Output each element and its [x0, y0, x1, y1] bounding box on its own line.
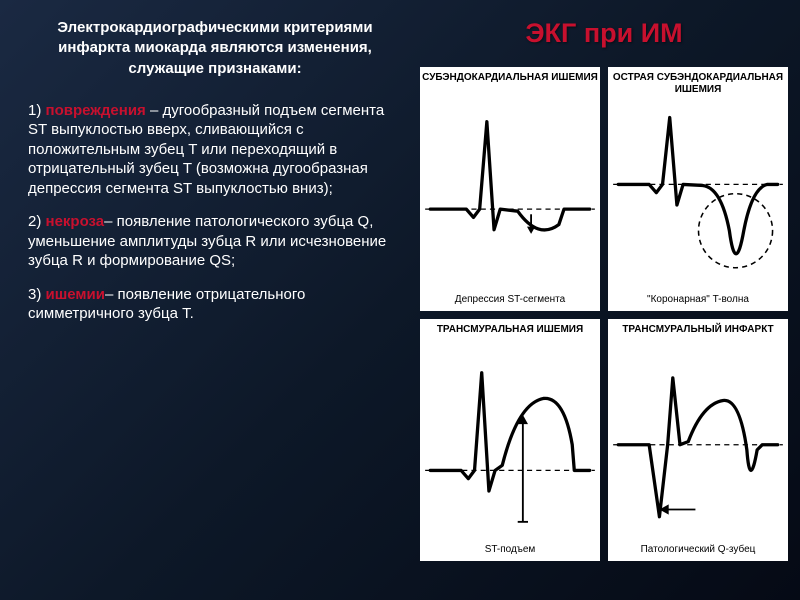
panel-foot: "Коронарная" T-волна [608, 292, 788, 311]
panel-head: ТРАНСМУРАЛЬНАЯ ИШЕМИЯ [420, 319, 600, 347]
criterion-number: 1) [28, 102, 46, 119]
criterion-term: некроза [46, 213, 105, 230]
criterion-1: 1) повреждения – дугообразный подъем сег… [28, 101, 402, 199]
ecg-waveform [608, 347, 788, 542]
criteria-list: 1) повреждения – дугообразный подъем сег… [28, 101, 402, 324]
criterion-number: 2) [28, 213, 46, 230]
ecg-panel-1: СУБЭНДОКАРДИАЛЬНАЯ ИШЕМИЯ Депрессия ST-се… [420, 67, 600, 311]
panel-foot: Патологический Q-зубец [608, 542, 788, 561]
ecg-grid: СУБЭНДОКАРДИАЛЬНАЯ ИШЕМИЯ Депрессия ST-се… [420, 67, 788, 557]
panel-foot: ST-подъем [420, 542, 600, 561]
ecg-panel-4: ТРАНСМУРАЛЬНЫЙ ИНФАРКТ Патологический Q-з… [608, 319, 788, 561]
ecg-waveform [608, 97, 788, 292]
ecg-waveform [420, 347, 600, 542]
text-column: Электрокардиографическими критериями инф… [0, 0, 416, 600]
intro-paragraph: Электрокардиографическими критериями инф… [28, 18, 402, 79]
panel-head: ТРАНСМУРАЛЬНЫЙ ИНФАРКТ [608, 319, 788, 347]
panel-head: ОСТРАЯ СУБЭНДОКАРДИАЛЬНАЯ ИШЕМИЯ [608, 67, 788, 97]
ecg-panel-2: ОСТРАЯ СУБЭНДОКАРДИАЛЬНАЯ ИШЕМИЯ "Коронар… [608, 67, 788, 311]
charts-column: ЭКГ при ИМ СУБЭНДОКАРДИАЛЬНАЯ ИШЕМИЯ Депр… [416, 0, 800, 600]
panel-head: СУБЭНДОКАРДИАЛЬНАЯ ИШЕМИЯ [420, 67, 600, 95]
criterion-term: ишемии [46, 286, 105, 303]
criterion-2: 2) некроза– появление патологического зу… [28, 212, 402, 271]
criterion-term: повреждения [46, 102, 146, 119]
ecg-waveform [420, 95, 600, 292]
criterion-3: 3) ишемии– появление отрицательного симм… [28, 285, 402, 324]
criterion-number: 3) [28, 286, 46, 303]
panel-foot: Депрессия ST-сегмента [420, 292, 600, 311]
page-title: ЭКГ при ИМ [420, 18, 788, 49]
ecg-panel-3: ТРАНСМУРАЛЬНАЯ ИШЕМИЯ ST-подъем [420, 319, 600, 561]
